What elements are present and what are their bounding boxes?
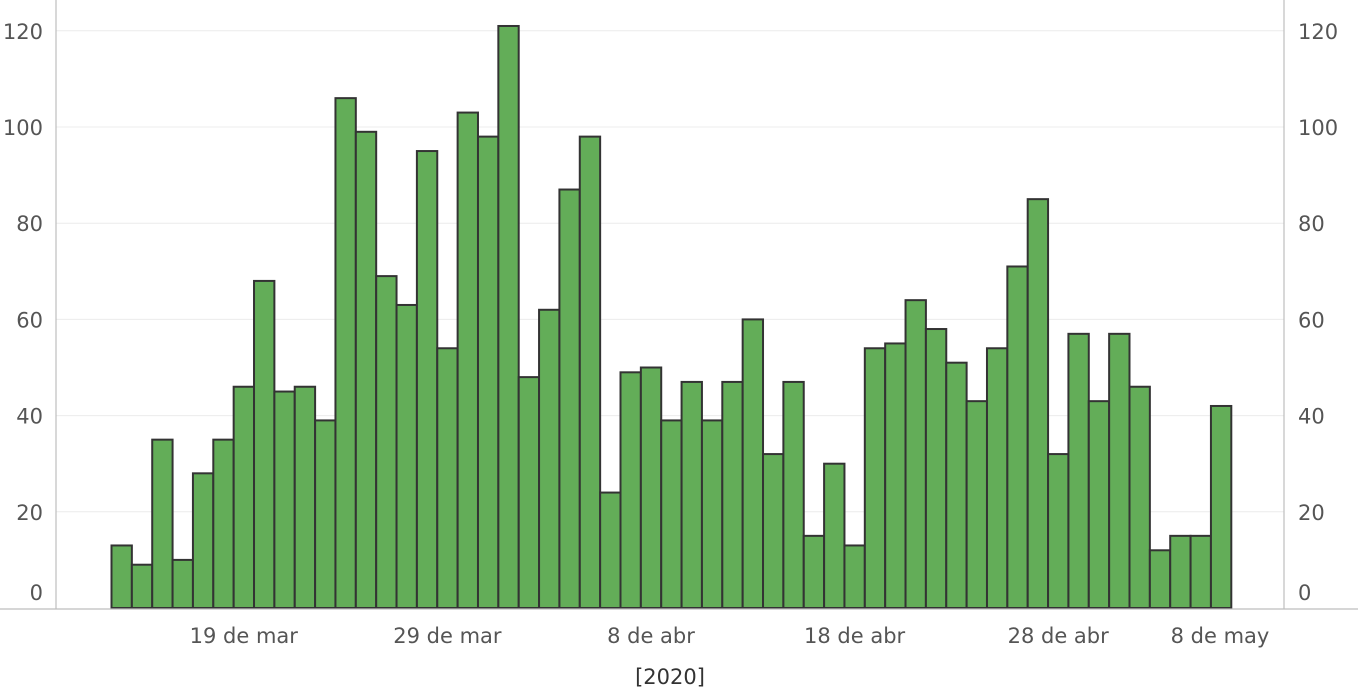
bar-2020-04-25: [985, 347, 1009, 609]
bar-2020-04-01: [497, 24, 520, 610]
bar-2020-04-03: [538, 308, 561, 609]
y-tick-label-right-100: 100: [1298, 116, 1338, 140]
y-tick-label-left-120: 120: [3, 20, 43, 44]
bar-2020-04-19: [863, 347, 887, 609]
bar-2020-03-20: [253, 279, 276, 609]
y-tick-label-right-120: 120: [1298, 20, 1338, 44]
x-tick-label-2020-03-19: 19 de mar: [190, 624, 299, 648]
x-tick-label-2020-05-08: 8 de may: [1171, 624, 1270, 648]
bar-2020-04-18: [843, 544, 866, 609]
y-tick-label-left-80: 80: [16, 212, 43, 236]
y-tick-label-right-20: 20: [1298, 501, 1325, 525]
bar-2020-03-19: [232, 385, 256, 609]
bar-2020-03-14: [130, 563, 154, 610]
bar-2020-04-15: [782, 380, 805, 609]
y-tick-label-right-0: 0: [1298, 581, 1311, 605]
bar-2020-04-30: [1087, 400, 1111, 610]
bar-2020-04-20: [884, 342, 907, 609]
bar-2020-04-26: [1006, 265, 1029, 609]
bar-2020-04-10: [680, 380, 703, 609]
x-axis-title: [2020]: [635, 665, 705, 689]
bar-2020-04-22: [924, 328, 948, 609]
bar-2020-05-06: [1209, 404, 1233, 610]
x-tick-label-2020-04-28: 28 de abr: [1008, 624, 1110, 648]
bar-2020-03-26: [375, 275, 398, 609]
bar-2020-05-05: [1189, 534, 1212, 609]
y-tick-label-right-40: 40: [1298, 405, 1325, 429]
bar-2020-03-17: [191, 472, 215, 609]
bar-2020-04-16: [802, 534, 826, 609]
bar-2020-04-08: [639, 366, 663, 609]
bar-2020-04-27: [1026, 198, 1050, 609]
bar-2020-03-21: [273, 390, 296, 609]
bar-2020-04-12: [721, 380, 744, 609]
bar-2020-04-09: [660, 419, 683, 609]
bar-2020-04-21: [904, 299, 927, 609]
y-tick-label-right-60: 60: [1298, 308, 1325, 332]
bar-2020-03-25: [354, 130, 378, 609]
bar-2020-04-02: [517, 376, 541, 609]
bar-2020-04-29: [1067, 332, 1090, 609]
bar-2020-03-23: [314, 419, 337, 609]
y-tick-label-left-60: 60: [16, 308, 43, 332]
bar-2020-04-04: [558, 188, 581, 609]
x-tick-label-2020-04-08: 8 de abr: [607, 624, 695, 648]
bar-2020-03-18: [212, 438, 235, 609]
y-tick-label-left-40: 40: [16, 405, 43, 429]
x-axis-ticks: 19 de mar 29 de mar 8 de abr 18 de abr 28 de…: [190, 624, 1270, 648]
bar-2020-04-23: [945, 361, 968, 609]
y-axis-left-ticks: 0 20 40 60 80 100 120: [3, 20, 43, 605]
bar-2020-03-16: [171, 558, 194, 610]
bar-2020-04-11: [700, 419, 724, 609]
y-tick-label-left-20: 20: [16, 501, 43, 525]
bar-2020-03-24: [334, 97, 357, 609]
y-tick-label-left-0: 0: [30, 581, 43, 605]
bar-2020-04-05: [578, 135, 602, 609]
bar-2020-05-01: [1108, 332, 1131, 609]
bar-2020-05-03: [1148, 549, 1172, 610]
y-tick-label-right-80: 80: [1298, 212, 1325, 236]
bar-2020-04-13: [741, 318, 765, 609]
x-tick-label-2020-03-29: 29 de mar: [393, 624, 502, 648]
bar-2020-04-14: [762, 453, 785, 609]
bar-2020-04-24: [965, 400, 988, 610]
bar-2020-05-04: [1169, 534, 1192, 609]
bar-series: [110, 24, 1233, 610]
bar-2020-03-29: [436, 347, 459, 609]
bar-2020-03-22: [293, 385, 317, 609]
bar-2020-03-30: [456, 111, 479, 609]
y-tick-label-left-100: 100: [3, 116, 43, 140]
bar-2020-05-02: [1128, 385, 1151, 609]
bar-2020-04-17: [823, 462, 846, 610]
bar-2020-04-28: [1047, 453, 1070, 609]
bar-2020-04-06: [599, 491, 622, 609]
bar-2020-03-15: [151, 438, 174, 609]
y-axis-right-ticks: 0 20 40 60 80 100 120: [1298, 20, 1338, 605]
bar-2020-03-28: [415, 150, 439, 610]
bar-2020-03-27: [395, 303, 418, 609]
bar-2020-03-13: [110, 544, 133, 609]
bar-2020-04-07: [619, 371, 642, 609]
bar-2020-03-31: [476, 135, 500, 609]
axes: [0, 0, 1358, 610]
x-tick-label-2020-04-18: 18 de abr: [804, 624, 906, 648]
